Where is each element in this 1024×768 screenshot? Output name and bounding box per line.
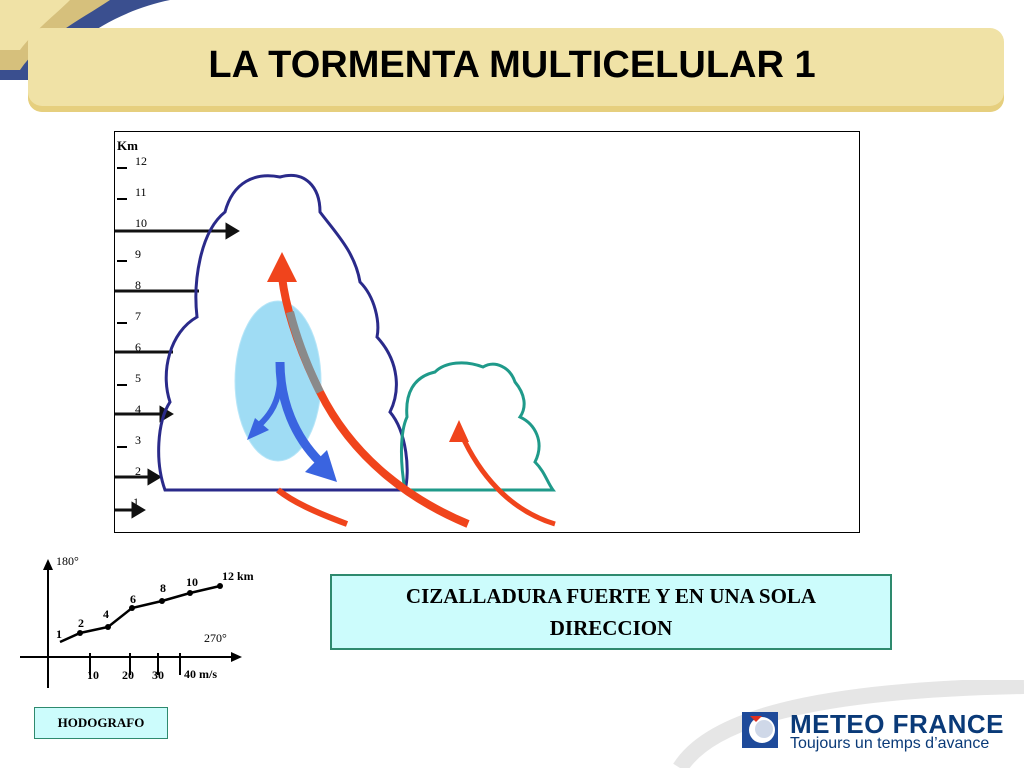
hodograph-height-label: 12 km bbox=[222, 569, 254, 583]
hodograph: 180° 10 20 30 40 m/s 1 2 4 6 8 10 12 km … bbox=[20, 554, 254, 688]
hodograph-speed-tick: 10 bbox=[87, 668, 99, 682]
storm-diagram-svg: Km 12 11 10 9 8 7 6 5 4 3 2 1 bbox=[115, 138, 556, 528]
title-banner bbox=[28, 28, 1004, 112]
hodograph-speed-tick: 30 bbox=[152, 668, 164, 682]
level-label: 6 bbox=[135, 340, 141, 354]
level-label: 5 bbox=[135, 371, 141, 385]
level-label: 11 bbox=[135, 185, 147, 199]
level-label: 2 bbox=[135, 464, 141, 478]
hodograph-x-axis-arrowhead bbox=[231, 652, 242, 662]
caption-box: CIZALLADURA FUERTE Y EN UNA SOLA DIRECCI… bbox=[330, 574, 892, 650]
updraft-downdraft-overlap bbox=[286, 311, 324, 394]
downdraft-arrowhead-right bbox=[305, 450, 337, 482]
brand-tagline: Toujours un temps d’avance bbox=[790, 735, 990, 752]
level-label: 12 bbox=[135, 154, 147, 168]
hodograph-label: HODOGRAFO bbox=[34, 707, 168, 739]
hodograph-curve bbox=[59, 584, 221, 644]
hodograph-speed-tick: 20 bbox=[122, 668, 134, 682]
level-label: 10 bbox=[135, 216, 147, 230]
slide-title: LA TORMENTA MULTICELULAR 1 bbox=[208, 44, 816, 86]
hodograph-point-label: 6 bbox=[130, 592, 136, 606]
meteo-france-logo-icon bbox=[742, 712, 778, 748]
inflow-arrow bbox=[276, 487, 349, 527]
height-unit-label: Km bbox=[117, 138, 138, 153]
level-label: 1 bbox=[133, 495, 139, 509]
hodograph-point-label: 8 bbox=[160, 581, 166, 595]
main-updraft-arrowhead bbox=[267, 252, 297, 282]
new-cell-updraft-arrowhead bbox=[449, 420, 469, 442]
downdraft-arrow-left bbox=[255, 363, 283, 430]
main-updraft-arrow bbox=[278, 276, 470, 528]
hodograph-point-label: 10 bbox=[186, 575, 198, 589]
wind-profile-arrows bbox=[115, 222, 240, 519]
hodograph-point-label: 4 bbox=[103, 607, 109, 621]
hodograph-speed-unit: 40 m/s bbox=[184, 667, 217, 681]
brand-name: METEO FRANCE bbox=[790, 709, 1004, 739]
downdraft-arrowhead-left bbox=[247, 418, 269, 440]
hodograph-top-direction: 180° bbox=[56, 554, 79, 568]
caption-text: CIZALLADURA FUERTE Y EN UNA SOLA DIRECCI… bbox=[405, 584, 817, 640]
hodograph-point-label: 2 bbox=[78, 616, 84, 630]
hodograph-label-text: HODOGRAFO bbox=[57, 715, 145, 730]
hodograph-y-axis-arrowhead bbox=[43, 559, 53, 570]
hodograph-point-label: 1 bbox=[56, 627, 62, 641]
level-label: 8 bbox=[135, 278, 141, 292]
new-cell-outline bbox=[399, 361, 556, 492]
footer-swoosh-decoration bbox=[673, 680, 1024, 768]
mature-cell-outline bbox=[157, 174, 409, 492]
level-label: 9 bbox=[135, 247, 141, 261]
storm-diagram: Km 12 11 10 9 8 7 6 5 4 3 2 1 bbox=[114, 131, 860, 533]
hodograph-right-direction: 270° bbox=[204, 631, 227, 645]
level-label: 4 bbox=[135, 402, 141, 416]
level-label: 7 bbox=[135, 309, 141, 323]
level-label: 3 bbox=[135, 433, 141, 447]
